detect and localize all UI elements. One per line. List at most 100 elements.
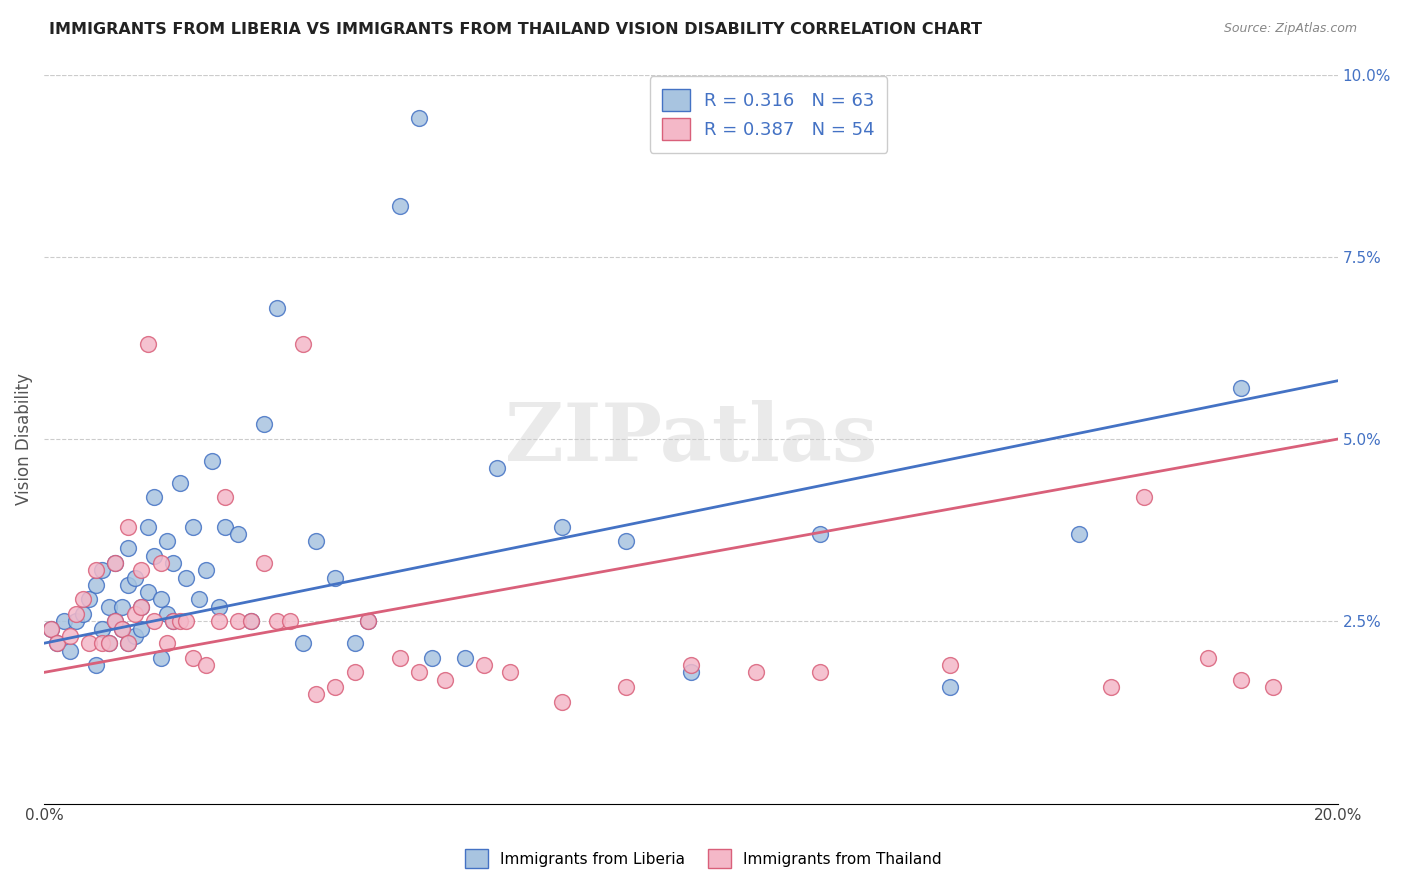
- Text: IMMIGRANTS FROM LIBERIA VS IMMIGRANTS FROM THAILAND VISION DISABILITY CORRELATIO: IMMIGRANTS FROM LIBERIA VS IMMIGRANTS FR…: [49, 22, 983, 37]
- Point: [208, 599, 231, 614]
- Point: [356, 615, 378, 629]
- Point: [323, 680, 346, 694]
- Point: [305, 687, 328, 701]
- Point: [808, 665, 831, 680]
- Point: [408, 112, 430, 126]
- Point: [162, 615, 184, 629]
- Point: [388, 199, 411, 213]
- Point: [226, 615, 249, 629]
- Point: [124, 571, 146, 585]
- Point: [104, 615, 127, 629]
- Point: [84, 578, 107, 592]
- Point: [162, 556, 184, 570]
- Point: [744, 665, 766, 680]
- Point: [453, 650, 475, 665]
- Point: [84, 658, 107, 673]
- Point: [97, 636, 120, 650]
- Point: [356, 615, 378, 629]
- Point: [143, 549, 166, 563]
- Point: [91, 636, 114, 650]
- Point: [117, 541, 139, 556]
- Point: [472, 658, 495, 673]
- Text: Source: ZipAtlas.com: Source: ZipAtlas.com: [1223, 22, 1357, 36]
- Point: [240, 615, 263, 629]
- Point: [176, 571, 198, 585]
- Legend: R = 0.316   N = 63, R = 0.387   N = 54: R = 0.316 N = 63, R = 0.387 N = 54: [650, 76, 887, 153]
- Point: [104, 556, 127, 570]
- Point: [136, 337, 159, 351]
- Point: [72, 607, 94, 621]
- Point: [278, 615, 301, 629]
- Point: [176, 615, 198, 629]
- Point: [46, 636, 69, 650]
- Point: [323, 571, 346, 585]
- Point: [143, 491, 166, 505]
- Point: [485, 461, 508, 475]
- Point: [97, 636, 120, 650]
- Point: [39, 622, 62, 636]
- Point: [129, 599, 152, 614]
- Point: [129, 622, 152, 636]
- Point: [111, 599, 134, 614]
- Point: [938, 680, 960, 694]
- Point: [614, 680, 637, 694]
- Point: [129, 599, 152, 614]
- Point: [117, 519, 139, 533]
- Point: [52, 615, 75, 629]
- Point: [149, 556, 172, 570]
- Point: [614, 534, 637, 549]
- Point: [117, 636, 139, 650]
- Point: [1229, 381, 1251, 395]
- Point: [1099, 680, 1122, 694]
- Point: [181, 650, 204, 665]
- Point: [149, 650, 172, 665]
- Point: [97, 599, 120, 614]
- Point: [79, 636, 101, 650]
- Point: [550, 694, 572, 708]
- Point: [253, 556, 276, 570]
- Point: [136, 519, 159, 533]
- Point: [201, 454, 224, 468]
- Point: [226, 526, 249, 541]
- Point: [938, 658, 960, 673]
- Point: [550, 519, 572, 533]
- Point: [808, 526, 831, 541]
- Point: [188, 592, 211, 607]
- Point: [111, 622, 134, 636]
- Point: [1067, 526, 1090, 541]
- Point: [65, 615, 87, 629]
- Point: [124, 629, 146, 643]
- Point: [72, 592, 94, 607]
- Point: [679, 658, 702, 673]
- Point: [117, 636, 139, 650]
- Y-axis label: Vision Disability: Vision Disability: [15, 373, 32, 505]
- Point: [194, 563, 217, 577]
- Point: [39, 622, 62, 636]
- Point: [143, 615, 166, 629]
- Legend: Immigrants from Liberia, Immigrants from Thailand: Immigrants from Liberia, Immigrants from…: [457, 841, 949, 875]
- Point: [169, 615, 191, 629]
- Point: [162, 615, 184, 629]
- Point: [1261, 680, 1284, 694]
- Point: [59, 643, 82, 657]
- Point: [156, 607, 179, 621]
- Point: [291, 337, 314, 351]
- Point: [291, 636, 314, 650]
- Text: ZIPatlas: ZIPatlas: [505, 401, 877, 478]
- Point: [104, 615, 127, 629]
- Point: [208, 615, 231, 629]
- Point: [156, 636, 179, 650]
- Point: [117, 578, 139, 592]
- Point: [1229, 673, 1251, 687]
- Point: [679, 665, 702, 680]
- Point: [65, 607, 87, 621]
- Point: [194, 658, 217, 673]
- Point: [266, 301, 288, 315]
- Point: [129, 563, 152, 577]
- Point: [214, 491, 236, 505]
- Point: [253, 417, 276, 432]
- Point: [305, 534, 328, 549]
- Point: [343, 665, 366, 680]
- Point: [156, 534, 179, 549]
- Point: [84, 563, 107, 577]
